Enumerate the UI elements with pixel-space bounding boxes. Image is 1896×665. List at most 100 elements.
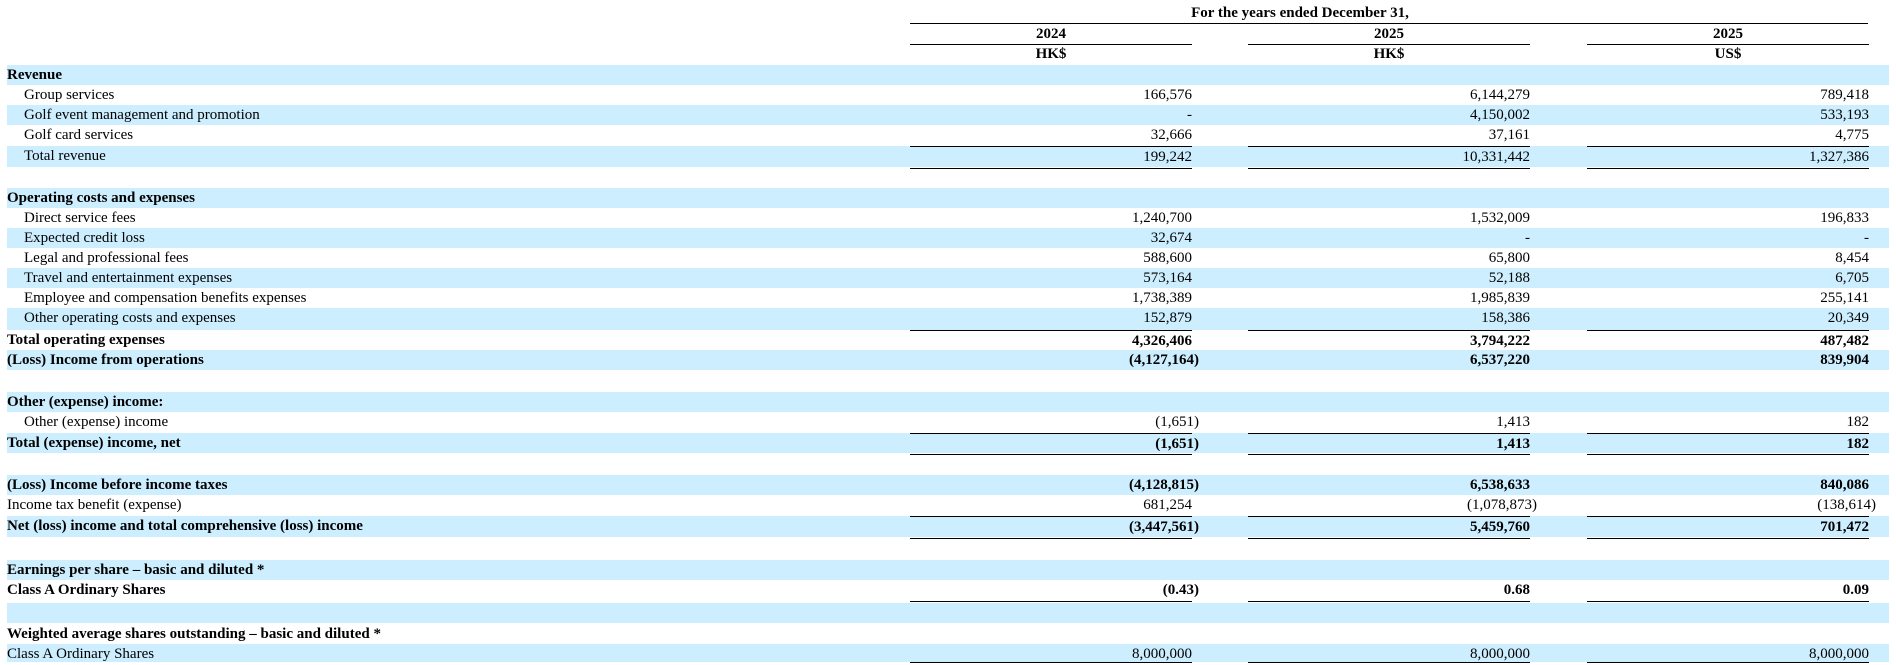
row-label: Revenue [7,67,62,83]
row-value: 65,800 [1488,250,1530,266]
value-cell-col-3 [1587,624,1869,644]
value-cell-col-3 [1587,392,1869,412]
value-cell-col-3: 255,141 [1587,288,1869,308]
row-value: 487,482 [1820,333,1869,349]
statement-row: (Loss) Income from operations (4,127,164)… [7,350,1889,370]
statement-row: Legal and professional fees 588,600 65,800… [7,248,1889,268]
value-cell-col-3 [1587,560,1869,580]
value-cell-col-3 [1587,188,1869,208]
value-cell-col-2: 0.68 [1248,580,1530,602]
value-cell-col-1: 573,164 [910,268,1192,288]
row-value: 588,600 [1143,250,1192,266]
value-cell-col-1: 681,254 [910,495,1192,516]
row-label: Total operating expenses [7,332,165,348]
value-cell-col-2: 3,794,222 [1248,330,1530,352]
row-value: 839,904 [1820,352,1869,368]
row-value: 10,331,442 [1462,149,1531,165]
row-value: 789,418 [1820,87,1869,103]
row-value: 1,240,700 [1132,210,1192,226]
row-value: 32,666 [1150,127,1192,143]
statement-row: Revenue [7,65,1889,85]
statement-row: Other (expense) income: [7,392,1889,412]
value-cell-col-2: 1,985,839 [1248,288,1530,308]
value-cell-col-3: 1,327,386 [1587,146,1869,169]
row-label: Total revenue [24,148,106,164]
row-value: (1,078,873) [1467,497,1537,513]
row-value: 8,000,000 [1809,646,1869,662]
value-cell-col-1: 32,666 [910,125,1192,145]
statement-row: Weighted average shares outstanding – ba… [7,624,1889,644]
value-cell-col-3: 701,472 [1587,516,1869,539]
value-cell-col-2: 6,538,633 [1248,475,1530,495]
value-cell-col-3 [1587,65,1869,85]
row-value: 1,985,839 [1470,290,1530,306]
row-label: Group services [24,87,115,103]
value-cell-col-1 [910,188,1192,208]
row-label: (Loss) Income before income taxes [7,477,228,493]
value-cell-col-1: 32,674 [910,228,1192,248]
value-cell-col-3: 182 [1587,412,1870,433]
value-cell-col-2: - [1248,228,1530,248]
row-value: (3,447,561) [1129,519,1199,535]
row-value: 533,193 [1820,107,1869,123]
statement-row: (Loss) Income before income taxes (4,128,… [7,475,1889,495]
spacer-row [7,372,1889,392]
row-value: 166,576 [1143,87,1192,103]
value-cell-col-1 [910,392,1192,412]
row-value: 255,141 [1820,290,1869,306]
row-value: 37,161 [1488,127,1530,143]
row-label: Direct service fees [24,210,136,226]
spacer-row [7,539,1889,559]
value-cell-col-1: 199,242 [910,146,1192,169]
value-cell-col-2 [1248,560,1530,580]
row-value: 182 [1846,436,1870,452]
value-cell-col-3: - [1587,228,1869,248]
row-label: Net (loss) income and total comprehensiv… [7,518,363,534]
column-year-3-rule [1587,44,1869,45]
statement-row: Earnings per share – basic and diluted * [7,560,1889,580]
statement-row: Income tax benefit (expense) 681,254 (1,07… [7,495,1889,516]
row-label: Other (expense) income: [7,394,164,410]
value-cell-col-3: 840,086 [1587,475,1869,495]
row-label: Other (expense) income [24,414,169,430]
value-cell-col-2: 6,537,220 [1248,350,1530,370]
statement-row: Expected credit loss 32,674 - - [7,228,1889,248]
row-label: (Loss) Income from operations [7,352,204,368]
statement-row: Net (loss) income and total comprehensiv… [7,516,1889,539]
column-currency-3: US$ [1714,46,1742,62]
value-cell-col-1: 4,326,406 [910,330,1192,352]
column-year-1-rule [910,44,1192,45]
value-cell-col-3: 487,482 [1587,330,1869,352]
value-cell-col-3: 6,705 [1587,268,1869,288]
column-year-1: 2024 [1036,26,1066,42]
value-cell-col-2 [1248,392,1530,412]
row-value: 8,000,000 [1470,646,1530,662]
row-label: Earnings per share – basic and diluted * [7,562,265,578]
value-cell-col-1: 8,000,000 [910,644,1192,663]
value-cell-col-2: 1,413 [1248,412,1530,433]
row-value: 0.09 [1842,582,1869,598]
row-value: 4,775 [1835,127,1869,143]
value-cell-col-3: 182 [1587,433,1869,455]
row-label: Weighted average shares outstanding – ba… [7,626,381,642]
row-value: (4,128,815) [1129,477,1199,493]
value-cell-col-1: - [910,105,1192,125]
value-cell-col-3: (138,614) [1587,495,1876,516]
value-cell-col-3: 789,418 [1587,85,1869,105]
period-header: For the years ended December 31, [1191,5,1409,21]
value-cell-col-2: 6,144,279 [1248,85,1530,105]
value-cell-col-1: 1,738,389 [910,288,1192,308]
value-cell-col-2: 1,532,009 [1248,208,1530,228]
value-cell-col-1: (3,447,561) [910,516,1199,539]
value-cell-col-2: 37,161 [1248,125,1530,145]
value-cell-col-1: 588,600 [910,248,1192,268]
value-cell-col-3: 196,833 [1587,208,1869,228]
row-value: 0.68 [1503,582,1530,598]
row-label: Employee and compensation benefits expen… [24,290,307,306]
statement-row: Total operating expenses 4,326,406 3,794,2… [7,330,1889,352]
statement-row: Golf event management and promotion - 4,15… [7,105,1889,125]
statement-row: Total revenue 199,242 10,331,442 1,327,386 [7,146,1889,169]
value-cell-col-1 [910,624,1192,644]
row-value: 20,349 [1827,310,1869,326]
value-cell-col-1 [910,560,1192,580]
